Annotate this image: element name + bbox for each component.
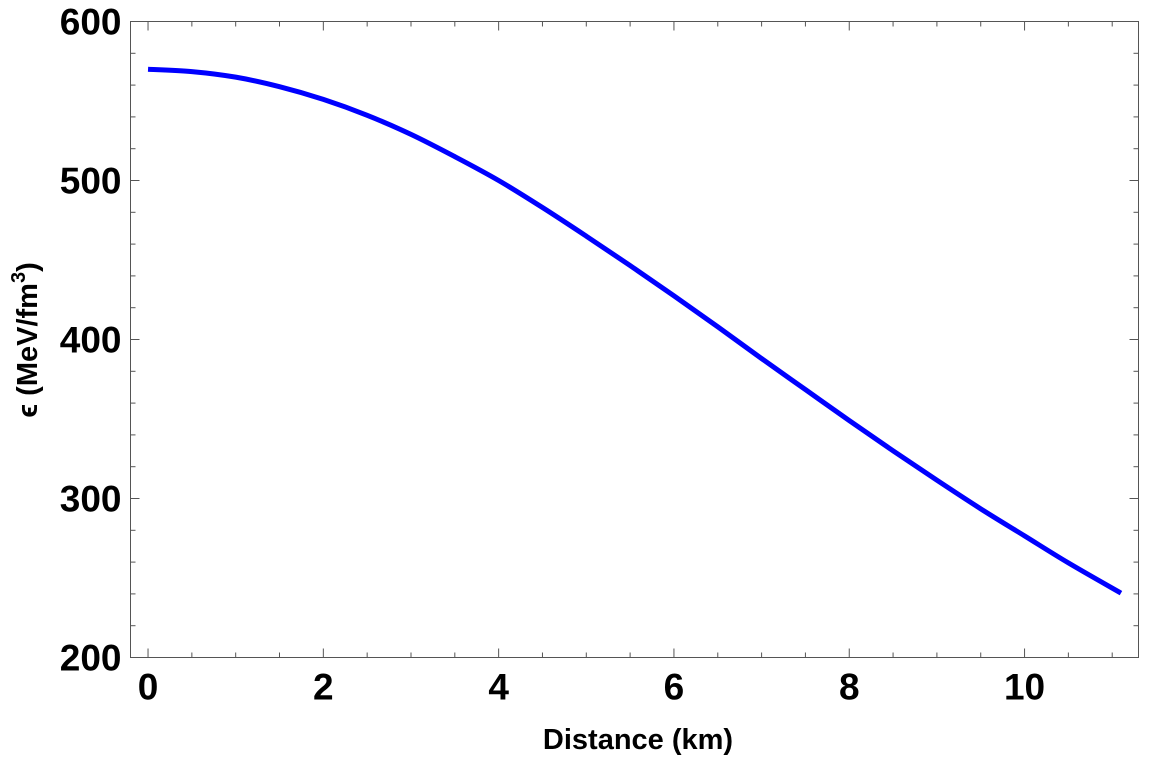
x-tick-label: 0 <box>138 667 159 708</box>
y-axis-label: ϵ (MeV/fm3) <box>8 262 44 418</box>
y-tick-label: 200 <box>60 638 122 679</box>
x-tick-label: 2 <box>313 667 334 708</box>
x-tick-label: 8 <box>839 667 860 708</box>
x-tick-label: 4 <box>488 667 509 708</box>
y-tick-label: 600 <box>60 2 122 43</box>
series-line <box>147 66 1123 596</box>
y-tick-label: 400 <box>60 320 122 361</box>
plot-frame <box>130 21 1139 658</box>
x-axis-label: Distance (km) <box>543 724 733 756</box>
y-tick-label: 500 <box>60 161 122 202</box>
y-axis-label-main: ϵ (MeV/fm <box>12 283 44 418</box>
y-tick-label: 300 <box>60 479 122 520</box>
axis-ticks <box>130 21 1139 658</box>
axis-tick-labels: 0 2 4 6 8 10 200 300 400 500 600 <box>60 2 1045 708</box>
y-axis-label-suffix: ) <box>12 262 44 272</box>
x-tick-label: 10 <box>1004 667 1045 708</box>
x-tick-label: 6 <box>664 667 685 708</box>
y-axis-label-exponent: 3 <box>8 272 30 283</box>
